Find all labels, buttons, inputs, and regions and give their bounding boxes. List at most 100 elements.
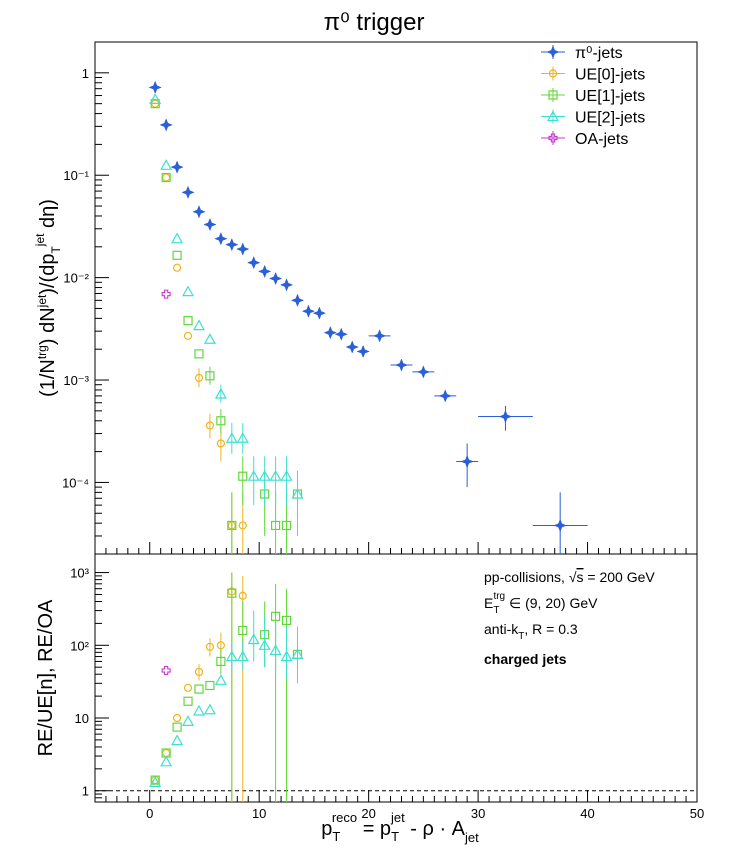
data-point-pi0 <box>159 118 173 132</box>
data-point-ue1 <box>194 349 204 359</box>
series-pi0 <box>148 80 588 554</box>
y-tick-label: 10 <box>75 711 89 726</box>
data-point-ue1 <box>205 371 215 381</box>
data-point-ue2 <box>269 469 282 481</box>
legend-marker-pi0 <box>546 45 560 59</box>
data-point-ue0 <box>194 373 204 382</box>
data-point-ue0 <box>172 263 182 272</box>
data-point-ue2 <box>182 285 195 297</box>
data-point-ue1 <box>150 775 160 785</box>
data-point-pi0 <box>225 237 239 252</box>
y-tick-label: 1 <box>82 784 89 799</box>
legend-marker-ue0 <box>548 69 558 78</box>
data-point-ue2 <box>203 703 216 715</box>
data-point-ue2 <box>214 387 227 399</box>
legend-marker-ue2 <box>546 110 560 122</box>
data-point-ue0 <box>183 683 193 692</box>
data-point-ue0 <box>205 642 215 652</box>
top-axes: 1 10⁻¹ 10⁻² 10⁻³ 10⁻⁴ <box>62 41 698 555</box>
data-point-oa <box>161 665 171 676</box>
data-point-ue1 <box>161 172 171 183</box>
x-tick-label: 10 <box>252 806 266 821</box>
data-point-pi0 <box>192 205 206 219</box>
top-y-axis-title: (1/Ntrg) dNjet)/(dpTjet dη) <box>33 199 63 397</box>
top-plot-area <box>148 80 588 554</box>
data-point-pi0 <box>356 344 370 359</box>
y-tick-label: 10² <box>70 638 89 653</box>
data-point-ue2 <box>258 639 271 650</box>
bottom-y-axis-title: RE/UE[n], RE/OA <box>35 599 57 756</box>
y-tick-label: 10⁻² <box>63 271 89 286</box>
data-point-ue1 <box>281 615 292 625</box>
series-ue2 <box>149 610 304 788</box>
data-point-ue2 <box>171 734 184 746</box>
data-point-ue1 <box>205 680 215 691</box>
annotation-block: pp-collisions, √s = 200 GeV ETtrg ∈ (9, … <box>484 569 655 667</box>
data-point-ue1 <box>172 250 182 260</box>
data-point-oa <box>161 289 171 299</box>
data-point-ue1 <box>238 625 248 636</box>
series-ue1 <box>150 99 303 554</box>
data-point-pi0 <box>416 365 431 379</box>
data-point-ue2 <box>269 644 282 656</box>
legend-marker-oa <box>548 133 558 143</box>
data-point-pi0 <box>247 255 261 270</box>
data-point-ue2 <box>247 469 260 481</box>
data-point-pi0 <box>460 454 474 469</box>
data-point-ue1 <box>227 588 237 598</box>
data-point-pi0 <box>181 185 195 200</box>
data-point-pi0 <box>236 242 250 256</box>
data-point-ue2 <box>258 469 271 481</box>
data-point-ue2 <box>171 232 184 244</box>
x-axis-title: pTreco = pTjet - ρ · Ajet <box>321 810 479 845</box>
y-tick-label: 10⁻¹ <box>63 168 89 183</box>
data-point-pi0 <box>257 264 272 279</box>
data-point-ue1 <box>216 416 226 426</box>
data-point-pi0 <box>345 340 359 354</box>
data-point-pi0 <box>203 217 217 232</box>
annotation-collisions: pp-collisions, √s = 200 GeV <box>484 569 655 585</box>
data-point-ue1 <box>194 684 204 694</box>
annotation-algorithm: anti-kT, R = 0.3 <box>484 621 578 642</box>
data-point-pi0 <box>334 327 348 341</box>
data-point-ue2 <box>214 674 227 685</box>
data-point-ue1 <box>216 656 226 667</box>
legend-label-ue1: UE[1]-jets <box>575 88 645 105</box>
data-point-ue1 <box>227 520 237 531</box>
data-point-ue0 <box>172 713 182 723</box>
legend-marker-ue1 <box>548 90 558 100</box>
data-point-ue0 <box>183 331 193 340</box>
data-point-ue1 <box>271 520 281 531</box>
data-point-ue0 <box>238 521 247 530</box>
data-point-pi0 <box>312 306 327 320</box>
annotation-trigger-range: ETtrg ∈ (9, 20) GeV <box>484 591 598 616</box>
data-point-ue1 <box>271 611 281 621</box>
data-point-pi0 <box>290 293 305 308</box>
data-point-ue1 <box>183 316 193 326</box>
annotation-jet-type: charged jets <box>484 651 567 667</box>
series-oa <box>161 289 171 299</box>
data-point-ue2 <box>192 704 206 716</box>
x-tick-label: 50 <box>690 806 704 821</box>
data-point-ue2 <box>236 650 249 662</box>
y-tick-label: 10⁻⁴ <box>62 475 89 490</box>
bottom-panel-frame <box>94 553 698 803</box>
x-tick-label: 30 <box>471 806 485 821</box>
chart-title: π⁰ trigger <box>324 9 425 36</box>
data-point-ue1 <box>183 696 193 706</box>
legend: π⁰-jets UE[0]-jets UE[1]-jets UE[2]-jets OA-… <box>541 45 645 148</box>
legend-label-ue0: UE[0]-jets <box>575 67 645 84</box>
data-point-ue0 <box>216 439 225 448</box>
data-point-ue2 <box>160 755 173 767</box>
data-point-pi0 <box>170 160 184 174</box>
data-point-ue2 <box>247 633 260 645</box>
y-tick-label: 10³ <box>70 566 89 581</box>
data-point-pi0 <box>372 329 387 343</box>
data-point-pi0 <box>553 518 567 533</box>
data-point-ue2 <box>149 776 162 788</box>
data-point-pi0 <box>323 325 338 340</box>
y-tick-label: 10⁻³ <box>63 373 89 388</box>
bottom-plot-area <box>149 572 304 802</box>
data-point-ue2 <box>236 432 249 443</box>
